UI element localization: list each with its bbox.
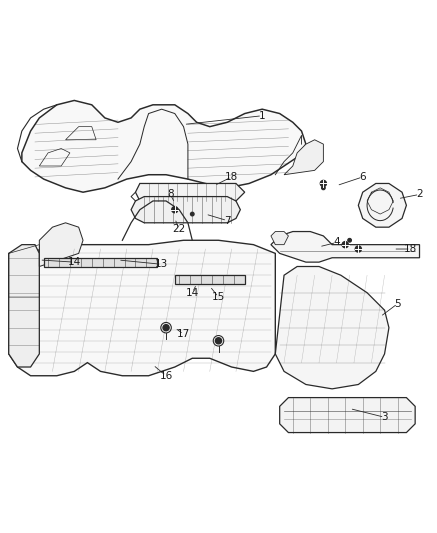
Polygon shape: [280, 398, 415, 433]
Polygon shape: [358, 183, 406, 227]
Polygon shape: [284, 140, 323, 175]
Text: 18: 18: [404, 244, 417, 254]
Text: 4: 4: [333, 238, 340, 247]
Polygon shape: [44, 258, 157, 266]
Polygon shape: [22, 100, 306, 192]
Polygon shape: [175, 275, 245, 284]
Text: 14: 14: [186, 288, 199, 298]
Circle shape: [355, 246, 361, 252]
Polygon shape: [135, 183, 245, 201]
Text: 7: 7: [224, 216, 231, 225]
Polygon shape: [275, 266, 389, 389]
Polygon shape: [131, 197, 240, 223]
Text: 14: 14: [68, 257, 81, 267]
Text: 8: 8: [167, 189, 174, 199]
Circle shape: [163, 325, 169, 331]
Polygon shape: [271, 231, 420, 262]
Text: 5: 5: [394, 298, 401, 309]
Text: 3: 3: [381, 412, 388, 422]
Text: 17: 17: [177, 329, 190, 339]
Polygon shape: [9, 245, 39, 367]
Text: 13: 13: [155, 260, 168, 269]
Polygon shape: [271, 231, 288, 245]
Text: 2: 2: [416, 189, 423, 199]
Circle shape: [320, 180, 326, 187]
Circle shape: [342, 241, 348, 248]
Text: 1: 1: [259, 111, 266, 121]
Text: 15: 15: [212, 292, 225, 302]
Circle shape: [348, 239, 351, 242]
Polygon shape: [39, 223, 83, 266]
Text: 18: 18: [225, 172, 238, 182]
Text: 22: 22: [173, 224, 186, 235]
Circle shape: [191, 212, 194, 216]
Circle shape: [215, 338, 222, 344]
Circle shape: [172, 207, 178, 213]
Text: 6: 6: [359, 172, 366, 182]
Circle shape: [322, 186, 325, 190]
Text: 16: 16: [160, 371, 173, 381]
Polygon shape: [9, 240, 275, 376]
